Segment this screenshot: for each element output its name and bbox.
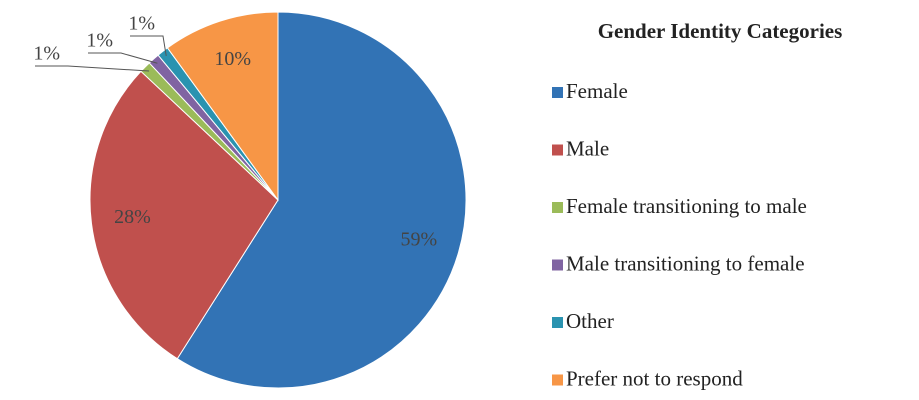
legend-swatch <box>552 317 563 328</box>
legend-label: Male <box>566 136 609 160</box>
pie-label: 59% <box>400 229 437 251</box>
pie-label: 1% <box>33 43 60 65</box>
pie-label: 10% <box>214 48 251 70</box>
pie-label: 1% <box>86 30 113 52</box>
legend-swatch <box>552 202 563 213</box>
legend-label: Female transitioning to male <box>566 194 807 218</box>
legend-label: Male transitioning to female <box>566 251 805 275</box>
pie-slice <box>89 70 279 360</box>
pie-slice <box>166 11 279 202</box>
legend-swatch <box>552 374 563 386</box>
leader-line <box>35 65 150 72</box>
legend-label: Other <box>566 309 614 333</box>
legend-swatch <box>552 259 563 271</box>
legend-label: Female <box>566 79 628 103</box>
pie-slice <box>176 11 467 389</box>
legend-title: Gender Identity Categories <box>598 19 843 43</box>
legend-swatch <box>552 144 563 156</box>
leader-line <box>130 35 167 56</box>
leader-line <box>88 52 158 64</box>
legend-label: Prefer not to respond <box>566 366 743 390</box>
legend-swatch <box>552 87 563 98</box>
pie-label: 28% <box>114 206 151 228</box>
pie-label: 1% <box>128 13 155 35</box>
